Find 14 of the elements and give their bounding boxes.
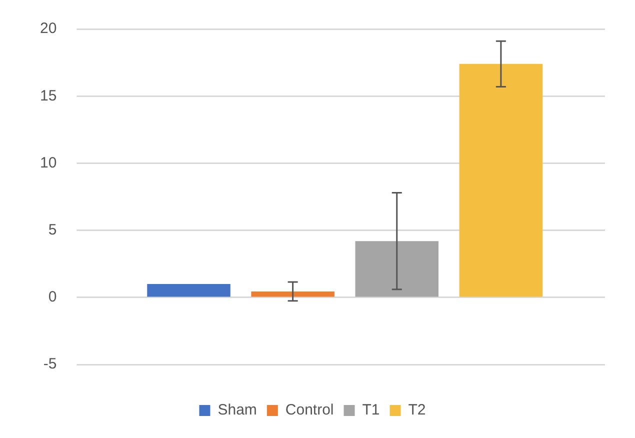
bar [355,241,438,297]
y-tick-label: 20 [40,20,57,38]
y-tick-label: 0 [48,288,57,306]
bar [147,284,230,297]
y-tick-label: 15 [40,87,57,104]
legend-label: Control [285,402,334,419]
y-tick-label: 10 [40,154,57,172]
bar [459,64,543,297]
legend-label: T2 [408,402,426,419]
y-tick-label: 5 [48,222,57,238]
bar [251,291,334,297]
legend-label: T1 [362,402,380,419]
legend-label: Sham [218,402,257,419]
y-tick-label: -5 [43,356,57,373]
